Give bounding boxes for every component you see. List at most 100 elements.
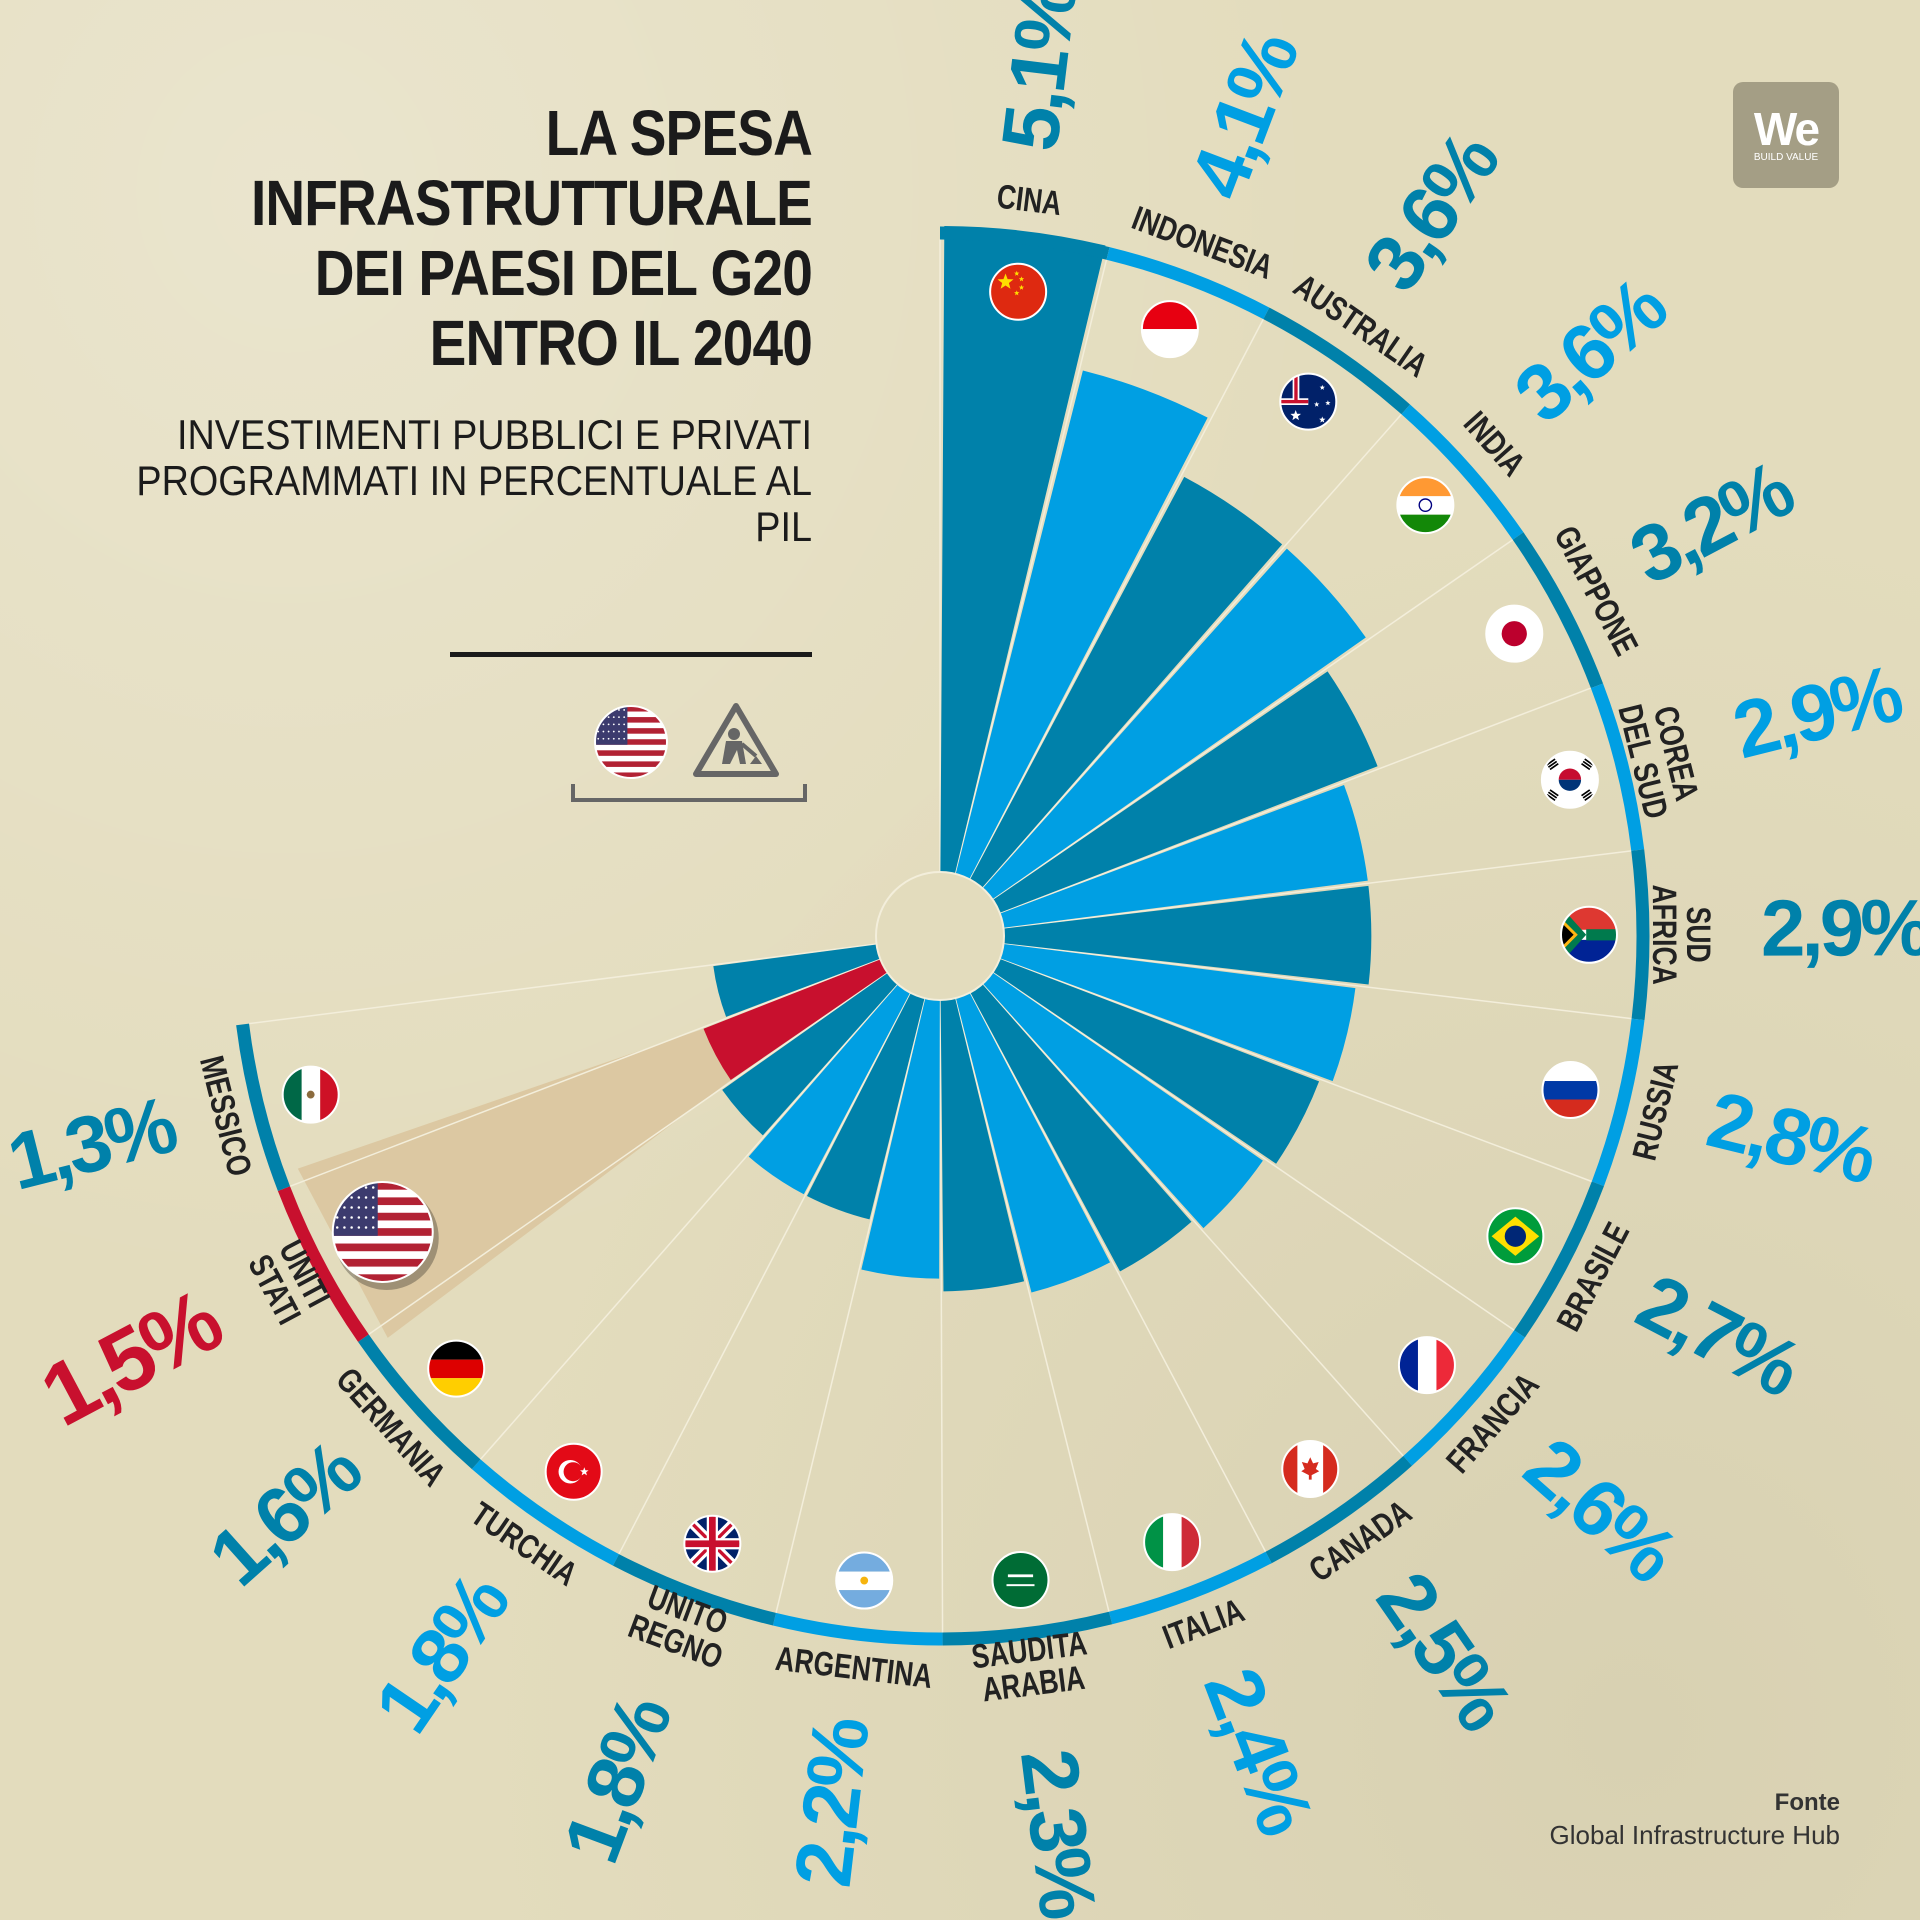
ring-segment-italia [1108,1551,1272,1625]
source-note: Fonte Global Infrastructure Hub [1550,1788,1840,1852]
value-label-germania: 1,6% [192,1423,377,1602]
value-label-canada: 2,5% [1360,1557,1530,1747]
value-label-stati-uniti: 1,5% [25,1270,236,1445]
road-works-icon [693,703,779,777]
ring-segment-brasile [1514,1181,1604,1338]
grid-ray [618,992,912,1555]
grid-ray [289,958,881,1187]
bar-giappone [992,671,1378,913]
title-block: LA SPESA INFRASTRUTTURALE DEI PAESI DEL … [52,98,812,550]
flag-icon-usa [594,705,668,779]
flag-icon-brasile [1486,1207,1545,1266]
bar-brasile [992,958,1320,1164]
bar-arabia-saudita [940,998,1025,1292]
ring-segment-cina [939,226,1110,260]
logo-main-text: We [1753,103,1820,155]
highlight-wedge [297,1028,731,1338]
value-label-giappone: 3,2% [1616,444,1807,602]
value-label-argentina: 2,2% [778,1713,886,1891]
ring-segment-messico [236,1023,291,1191]
flag-icon-sud-africa [1559,905,1618,964]
value-label-messico: 1,3% [0,1079,185,1207]
grid-ray [939,999,944,1633]
flag-icon-arabia-saudita [991,1550,1050,1609]
we-build-value-logo: We BUILD VALUE [1733,82,1839,188]
bar-germania [722,972,898,1136]
grid-ray [999,687,1592,914]
ring-segment-india [1401,404,1524,540]
value-label-sud-africa: 2,9% [1761,883,1920,972]
title-divider [450,652,812,657]
grid-ray [954,997,1110,1612]
flag-icon-australia [1279,372,1338,431]
logo-sub-text: BUILD VALUE [1753,152,1819,163]
flag-icon-cina [989,262,1048,321]
value-label-regno-unito: 1,8% [546,1684,689,1874]
label-argentina: ARGENTINA [773,1640,934,1696]
chart-title: LA SPESA INFRASTRUTTURALE DEI PAESI DEL … [250,97,813,379]
country-name: AFRICA [1645,885,1683,985]
flag-icon-russia [1541,1060,1600,1119]
bar-turchia [748,984,911,1195]
bar-cina [940,226,1106,874]
bar-corea-del-sud [999,784,1368,928]
country-name: INDONESIA [1127,199,1278,287]
grid-ray [992,971,1515,1331]
country-name: SUD [1679,907,1717,963]
value-label-turchia: 1,8% [358,1558,527,1748]
country-name: BRASILE [1550,1216,1637,1337]
bar-italia [955,992,1111,1293]
ring-segment-canada [1265,1456,1412,1564]
flag-icon-turchia [544,1442,603,1501]
value-label-italia: 2,4% [1187,1656,1331,1846]
ring-segment-indonesia [1106,247,1270,320]
bar-francia [982,972,1263,1229]
bar-russia [1000,943,1356,1082]
flag-icon-regno-unito [683,1514,742,1573]
source-value: Global Infrastructure Hub [1549,1820,1840,1850]
value-label-india: 3,6% [1498,261,1684,440]
ring-segment-russia [1591,1018,1645,1187]
label-brasile: BRASILE [1550,1216,1637,1337]
flag-icon-messico [281,1065,340,1124]
bar-regno-unito [806,992,925,1220]
ring-segment-regno-unito [612,1554,776,1626]
grid-ray [775,998,926,1614]
grid-ray [982,983,1404,1457]
bar-sud-africa [1003,885,1372,985]
grid-ray [954,259,1108,875]
grid-ray [1003,942,1632,1020]
grid-ray [479,983,899,1460]
source-label: Fonte [1774,1789,1840,1816]
ring-segment-francia [1403,1330,1525,1466]
ring-segment-stati-uniti [277,1186,369,1342]
value-label-indonesia: 4,1% [1173,20,1316,210]
ring-segment-germania [358,1334,481,1470]
bar-canada [970,984,1192,1272]
grid-ray [969,318,1264,880]
value-label-cina: 5,1% [985,0,1094,155]
bar-messico [713,944,881,1017]
chart-subtitle: INVESTIMENTI PUBBLICI E PRIVATI PROGRAMM… [136,411,813,550]
value-label-arabia-saudita: 2,3% [1004,1744,1113,1920]
grid-ray [248,943,877,1025]
grid-ray [969,992,1267,1553]
value-label-corea-del-sud: 2,9% [1725,648,1911,775]
flag-icon-francia [1397,1336,1456,1395]
legend-bracket [571,784,807,802]
ring-segment-corea-del-sud [1590,683,1645,851]
bar-indonesia [955,370,1208,880]
value-label-australia: 3,6% [1347,117,1516,307]
country-name: ARGENTINA [773,1640,934,1696]
bar-argentina [861,998,940,1279]
value-label-francia: 2,6% [1508,1421,1694,1600]
chart-center [875,871,1005,1001]
flag-icon-italia [1143,1513,1202,1572]
flag-icon-india [1396,476,1455,535]
ring-segment-sud-africa [1631,849,1650,1021]
flag-icon-argentina [835,1551,894,1610]
flag-icon-giappone [1485,604,1544,663]
